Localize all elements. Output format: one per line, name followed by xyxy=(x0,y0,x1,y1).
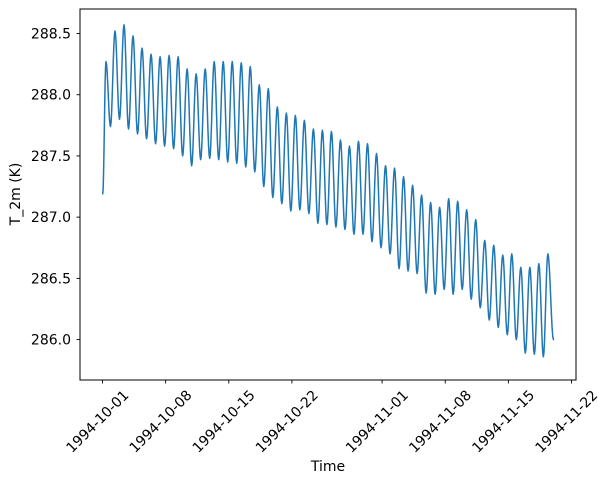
y-tick-label: 288.5 xyxy=(31,26,71,42)
plot-border xyxy=(79,8,577,381)
y-tick-label: 287.5 xyxy=(31,149,71,165)
temperature-line xyxy=(101,24,555,358)
y-tick-label: 286.0 xyxy=(31,333,71,349)
y-axis-label: T_2m (K) xyxy=(8,163,24,227)
y-tick-label: 288.0 xyxy=(31,88,71,104)
y-tick-label: 286.5 xyxy=(31,271,71,287)
y-tick-label: 287.0 xyxy=(31,210,71,226)
x-axis-label: Time xyxy=(310,459,345,475)
